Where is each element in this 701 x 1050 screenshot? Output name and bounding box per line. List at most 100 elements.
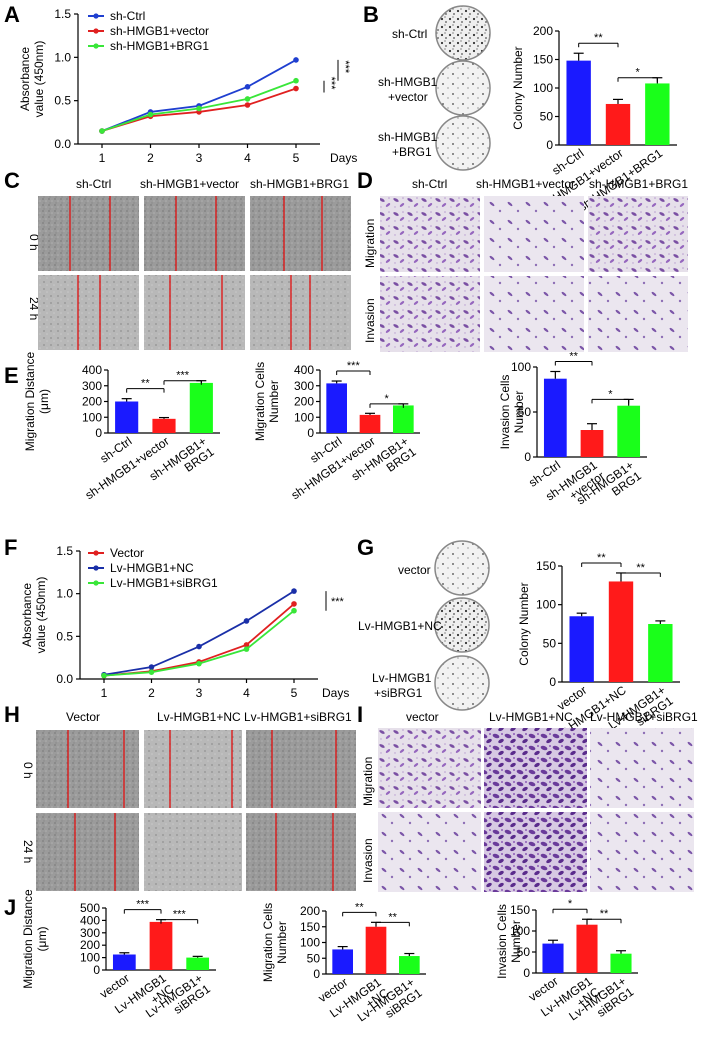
h-col-label-3: Lv-HMGB1+siBRG1 <box>244 710 352 724</box>
sig-label: ** <box>594 32 603 44</box>
panel-label-i: I <box>357 702 363 727</box>
h-row-label-24h: 24 h <box>21 840 35 863</box>
y-axis-label-line: Colony Number <box>517 582 531 665</box>
x-tick-label: 5 <box>291 686 298 700</box>
y-tick-label: 100 <box>300 936 320 950</box>
y-tick-label: 0 <box>523 966 530 980</box>
sig-label: ** <box>388 911 397 923</box>
data-point <box>101 672 107 679</box>
wound-image-c-2-0h <box>144 196 245 271</box>
plate-label-g-3-line2: +siBRG1 <box>374 686 423 700</box>
y-tick-label: 0 <box>93 963 100 977</box>
y-tick-label: 50 <box>540 110 554 124</box>
chart-e-migration-distance: 0100200300400sh-Ctrlsh-HMGB1+vectorsh-HM… <box>23 351 220 502</box>
chart-e-migration-cells: 0100200300400sh-Ctrlsh-HMGB1+vectorsh-HM… <box>253 360 420 502</box>
x-tick-label: 5 <box>293 151 300 165</box>
x-tick-label: 1 <box>99 151 106 165</box>
legend-marker <box>93 43 99 49</box>
y-axis-label-line: Migration Cells <box>261 903 275 982</box>
bar-2 <box>399 956 420 974</box>
y-axis-label: Absorbancevalue (450nm) <box>20 577 48 654</box>
bar-2 <box>186 957 210 970</box>
plate-label-b-1: sh-Ctrl <box>392 27 427 41</box>
bar-1 <box>149 921 173 970</box>
transwell-d-3-invasion <box>588 276 688 352</box>
y-axis-label: Migration Distance(μm) <box>23 351 51 451</box>
transwell-i-1-migration <box>378 728 481 808</box>
y-tick-label: 400 <box>80 913 100 927</box>
y-axis-label-line: Number <box>512 391 526 434</box>
sig-label: ** <box>600 908 609 920</box>
y-tick-label: 0 <box>524 450 531 464</box>
sig-label: * <box>636 67 641 79</box>
sig-label: *** <box>173 909 187 921</box>
transwell-d-1-migration <box>380 196 480 272</box>
transwell-d-1-invasion <box>380 276 480 352</box>
chart-j-invasion-cells: 050100150vectorLv-HMGB1+NCLv-HMGB1+siBRG… <box>495 898 638 1024</box>
wound-image-h-1-24h <box>36 813 139 891</box>
bar-2 <box>648 624 673 682</box>
plate-label-b-3: sh-HMGB1 +BRG1 <box>378 130 441 159</box>
legend-entry: sh-HMGB1+BRG1 <box>110 39 209 53</box>
x-tick-label: 3 <box>196 686 203 700</box>
bar-1 <box>576 924 598 973</box>
sig-label: *** <box>325 77 337 91</box>
data-point <box>196 643 202 650</box>
bar-2 <box>610 953 632 973</box>
y-tick-label: 100 <box>536 598 556 612</box>
x-axis-label: Days <box>330 151 357 165</box>
transwell-i-3-invasion <box>590 812 694 892</box>
i-col-label-2: Lv-HMGB1+NC <box>489 710 573 724</box>
bar-2 <box>189 382 213 433</box>
wound-edge-lines-h <box>67 730 337 891</box>
sig-label: ** <box>141 378 150 390</box>
bar-0 <box>569 616 594 682</box>
d-col-label-3: sh-HMGB1+BRG1 <box>589 177 688 191</box>
data-point <box>196 660 202 667</box>
y-axis-label: Colony Number <box>517 582 531 665</box>
y-axis-label-line: Number <box>267 380 281 423</box>
bar-1 <box>580 430 604 457</box>
y-tick-label: 100 <box>80 951 100 965</box>
data-point <box>291 601 297 607</box>
d-col-label-2: sh-HMGB1+vector <box>476 177 575 191</box>
y-tick-label: 1.0 <box>56 587 73 601</box>
data-point <box>243 642 250 648</box>
transwell-d-2-migration <box>484 196 584 272</box>
sig-label: ** <box>355 901 364 913</box>
colony-plate-vector <box>435 60 491 116</box>
transwell-i-1-invasion <box>378 812 481 892</box>
y-tick-label: 200 <box>294 395 314 409</box>
legend-marker <box>93 580 99 586</box>
data-point <box>243 618 250 624</box>
bar-1 <box>152 418 176 433</box>
legend-entry: sh-Ctrl <box>110 9 145 23</box>
wound-image-c-1-24h <box>38 275 139 350</box>
data-point <box>293 77 299 84</box>
y-tick-label: 500 <box>80 901 100 915</box>
data-point <box>291 588 297 594</box>
data-point <box>147 111 154 118</box>
data-point <box>148 664 155 670</box>
legend-entry: Vector <box>110 546 144 560</box>
chart-j-migration-distance: 0100200300400500vectorLv-HMGB1+NCLv-HMGB… <box>21 889 216 1021</box>
data-point <box>148 669 155 675</box>
data-point <box>293 85 299 92</box>
bar-1 <box>359 414 381 433</box>
h-col-label-2: Lv-HMGB1+NC <box>157 710 241 724</box>
y-tick-label: 0.5 <box>54 94 71 108</box>
y-tick-label: 0 <box>546 138 553 152</box>
transwell-d-2-invasion <box>484 276 584 352</box>
y-axis-label-line2: value (450nm) <box>32 41 46 118</box>
y-axis-label-line: Migration Distance <box>23 351 37 451</box>
sig-label: * <box>568 898 573 910</box>
y-axis-label: Colony Number <box>511 46 525 129</box>
h-row-label-0h: 0 h <box>21 762 35 779</box>
sig-label: *** <box>347 360 361 372</box>
wound-edge-lines-c <box>69 196 323 350</box>
plate-label-g-1: vector <box>398 563 431 577</box>
y-axis-label: Migration CellsNumber <box>253 362 281 441</box>
y-axis-label: Absorbancevalue (450nm) <box>18 41 46 118</box>
y-axis-label-line: (μm) <box>35 927 49 952</box>
y-axis-label-line1: Absorbance <box>20 583 34 647</box>
